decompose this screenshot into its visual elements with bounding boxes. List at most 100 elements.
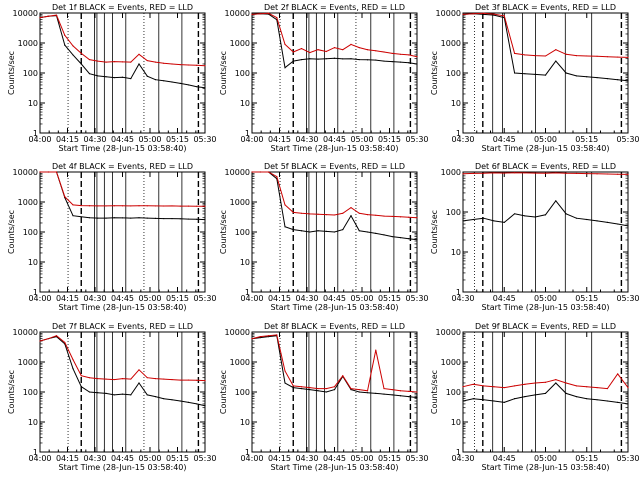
data-point-events [317,230,319,232]
data-point-events [146,75,148,77]
x-tick-label: 05:00 [138,454,161,463]
data-point-lld [80,375,82,377]
data-point-lld [251,13,253,15]
data-point-lld [300,212,303,214]
y-tick-label: 10 [28,99,38,108]
data-point-lld [138,369,140,371]
x-tick-label: 05:30 [193,135,216,144]
data-point-events [113,77,115,79]
data-point-events [366,231,369,233]
data-point-events [72,215,74,217]
y-axis-label: Counts/sec [219,210,228,254]
data-point-lld [47,171,49,173]
x-tick-label: 04:45 [111,294,134,303]
data-point-events [64,44,66,46]
data-point-lld [309,387,311,389]
data-point-lld [617,373,619,375]
x-tick-label: 05:00 [138,294,161,303]
data-point-events [383,234,385,236]
x-tick-label: 05:30 [193,294,216,303]
data-point-events [309,231,311,233]
y-tick-label: 1 [456,448,461,457]
x-tick-label: 05:00 [534,454,557,463]
x-tick-label: 04:15 [56,294,79,303]
data-point-lld [503,172,505,174]
data-point-events [309,389,311,391]
data-point-events [358,391,360,393]
data-point-events [163,217,165,220]
plot-frame [462,331,629,453]
data-point-lld [565,53,567,55]
data-point-events [171,81,173,83]
data-point-lld [333,214,336,216]
data-point-lld [121,61,124,63]
x-tick-label: 04:15 [268,454,291,463]
data-point-lld [513,52,516,55]
data-point-lld [375,50,377,52]
data-point-lld [596,387,598,389]
data-point-lld [113,60,115,63]
data-point-lld [317,213,319,215]
data-point-events [606,400,608,402]
data-point-events [97,217,99,219]
x-tick-label: 04:45 [493,135,516,144]
y-tick-label: 1000 [441,358,461,367]
data-point-lld [493,172,495,174]
data-point-lld [524,172,526,174]
data-point-lld [524,54,526,56]
data-point-lld [251,338,253,340]
y-tick-label: 1 [245,129,250,138]
data-point-events [462,400,464,402]
data-point-lld [300,386,303,388]
data-point-events [325,58,327,60]
data-point-events [97,75,99,77]
y-tick-label: 100 [23,388,38,397]
data-point-events [408,62,410,64]
plot-frame [39,12,206,134]
y-tick-label: 10 [28,418,38,427]
data-point-lld [586,55,588,57]
y-tick-label: 10000 [436,9,461,18]
data-point-events [596,220,598,222]
data-point-lld [171,378,173,381]
data-point-events [284,382,286,384]
data-point-lld [383,51,385,53]
data-point-events [292,60,294,62]
y-axis-label: Counts/sec [430,210,439,254]
y-tick-label: 1000 [18,358,38,367]
data-point-lld [292,51,294,53]
series-line-lld [39,14,206,67]
chart-title: Det 8f BLACK = Events, RED = LLD [264,322,405,331]
data-point-lld [408,390,410,392]
data-point-events [575,217,578,219]
y-tick-label: 10 [240,99,250,108]
data-point-events [187,401,190,404]
data-point-events [416,239,418,241]
x-tick-label: 05:30 [405,454,428,463]
chart-title: Det 5f BLACK = Events, RED = LLD [264,162,405,171]
data-point-lld [138,53,140,55]
data-point-lld [80,52,82,55]
data-point-lld [617,173,619,175]
chart-panel-1: Det 1f BLACK = Events, RED = LLD 1 10 100 10… [7,3,217,153]
data-point-events [138,63,140,65]
data-point-lld [408,54,410,56]
data-point-lld [146,377,148,379]
x-tick-label: 04:15 [268,294,291,303]
data-point-lld [284,370,286,372]
chart-panel-4: Det 4f BLACK = Events, RED = LLD 1 10 100 10… [7,162,217,312]
x-tick-label: 05:30 [616,454,639,463]
data-point-lld [163,205,165,207]
data-point-lld [627,387,629,389]
y-tick-label: 100 [23,69,38,78]
data-point-events [575,75,578,77]
data-point-lld [596,55,598,57]
data-point-events [121,217,124,219]
data-point-events [586,398,588,400]
data-point-events [350,58,352,60]
x-tick-label: 04:30 [83,454,106,463]
x-axis-label: Start Time (28-Jun-15 03:58:40) [59,303,187,312]
data-point-events [513,398,516,400]
x-tick-label: 04:30 [451,135,474,144]
data-point-lld [88,377,91,379]
